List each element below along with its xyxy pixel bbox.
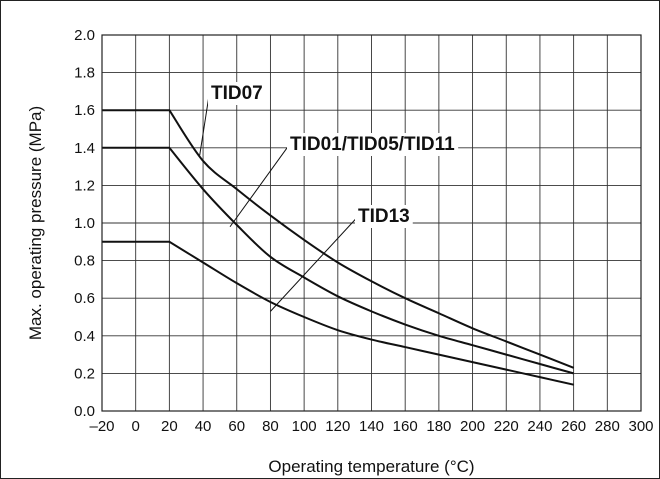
y-tick-label: 0.4 <box>74 328 95 345</box>
x-tick-label: 160 <box>393 418 418 435</box>
x-tick-label: 120 <box>325 418 350 435</box>
series-label-background <box>208 82 266 105</box>
x-tick-label: 60 <box>228 418 245 435</box>
y-tick-label: 0.8 <box>74 253 95 270</box>
series-line <box>102 109 574 369</box>
y-tick-label: 1.2 <box>74 177 95 194</box>
x-tick-label: 20 <box>161 418 178 435</box>
label-leaders <box>199 95 357 312</box>
y-tick-label: 1.8 <box>74 65 95 82</box>
x-tick-label: 0 <box>132 418 140 435</box>
series-leader-line <box>270 218 357 312</box>
series-leader-line <box>199 95 210 156</box>
y-tick-label: 1.6 <box>74 102 95 119</box>
x-tick-label: 80 <box>262 418 279 435</box>
series-label: TID13 <box>358 206 410 227</box>
series-label-background <box>287 133 459 156</box>
y-tick-label: 2.0 <box>74 27 95 44</box>
series-labels: TID07 TID01/TID05/TID11 TID13 <box>208 82 459 228</box>
y-tick-label: 0.0 <box>74 403 95 420</box>
x-tick-label: –20 <box>89 418 114 435</box>
x-tick-label: 240 <box>527 418 552 435</box>
x-tick-label: 300 <box>628 418 653 435</box>
x-tick-label: 100 <box>292 418 317 435</box>
x-tick-label: 260 <box>561 418 586 435</box>
plot-area <box>101 34 642 412</box>
x-tick-label: 140 <box>359 418 384 435</box>
x-tick-label: 220 <box>494 418 519 435</box>
x-axis-title: Operating temperature (°C) <box>268 457 474 476</box>
series-lines <box>102 109 574 386</box>
x-tick-label: 180 <box>426 418 451 435</box>
y-tick-label: 0.6 <box>74 290 95 307</box>
x-tick-labels: –20 0 20 40 60 80 100 120 140 160 180 200 220 240 260 2… <box>89 418 653 435</box>
y-tick-label: 0.2 <box>74 365 95 382</box>
x-tick-label: 40 <box>195 418 212 435</box>
series-line <box>102 240 574 386</box>
series-label-background <box>355 205 413 228</box>
series-leader-line <box>229 146 289 228</box>
series-line <box>102 146 574 375</box>
series-label: TID01/TID05/TID11 <box>290 134 455 155</box>
x-tick-label: 200 <box>460 418 485 435</box>
y-tick-labels: 0.0 0.2 0.4 0.6 0.8 1.0 1.2 1.4 1.6 1.8 2.0 <box>74 27 95 420</box>
x-tick-label: 280 <box>595 418 620 435</box>
y-tick-label: 1.0 <box>74 215 95 232</box>
series-label: TID07 <box>211 83 263 104</box>
y-axis-title: Max. operating pressure (MPa) <box>26 106 45 340</box>
y-tick-label: 1.4 <box>74 140 95 157</box>
